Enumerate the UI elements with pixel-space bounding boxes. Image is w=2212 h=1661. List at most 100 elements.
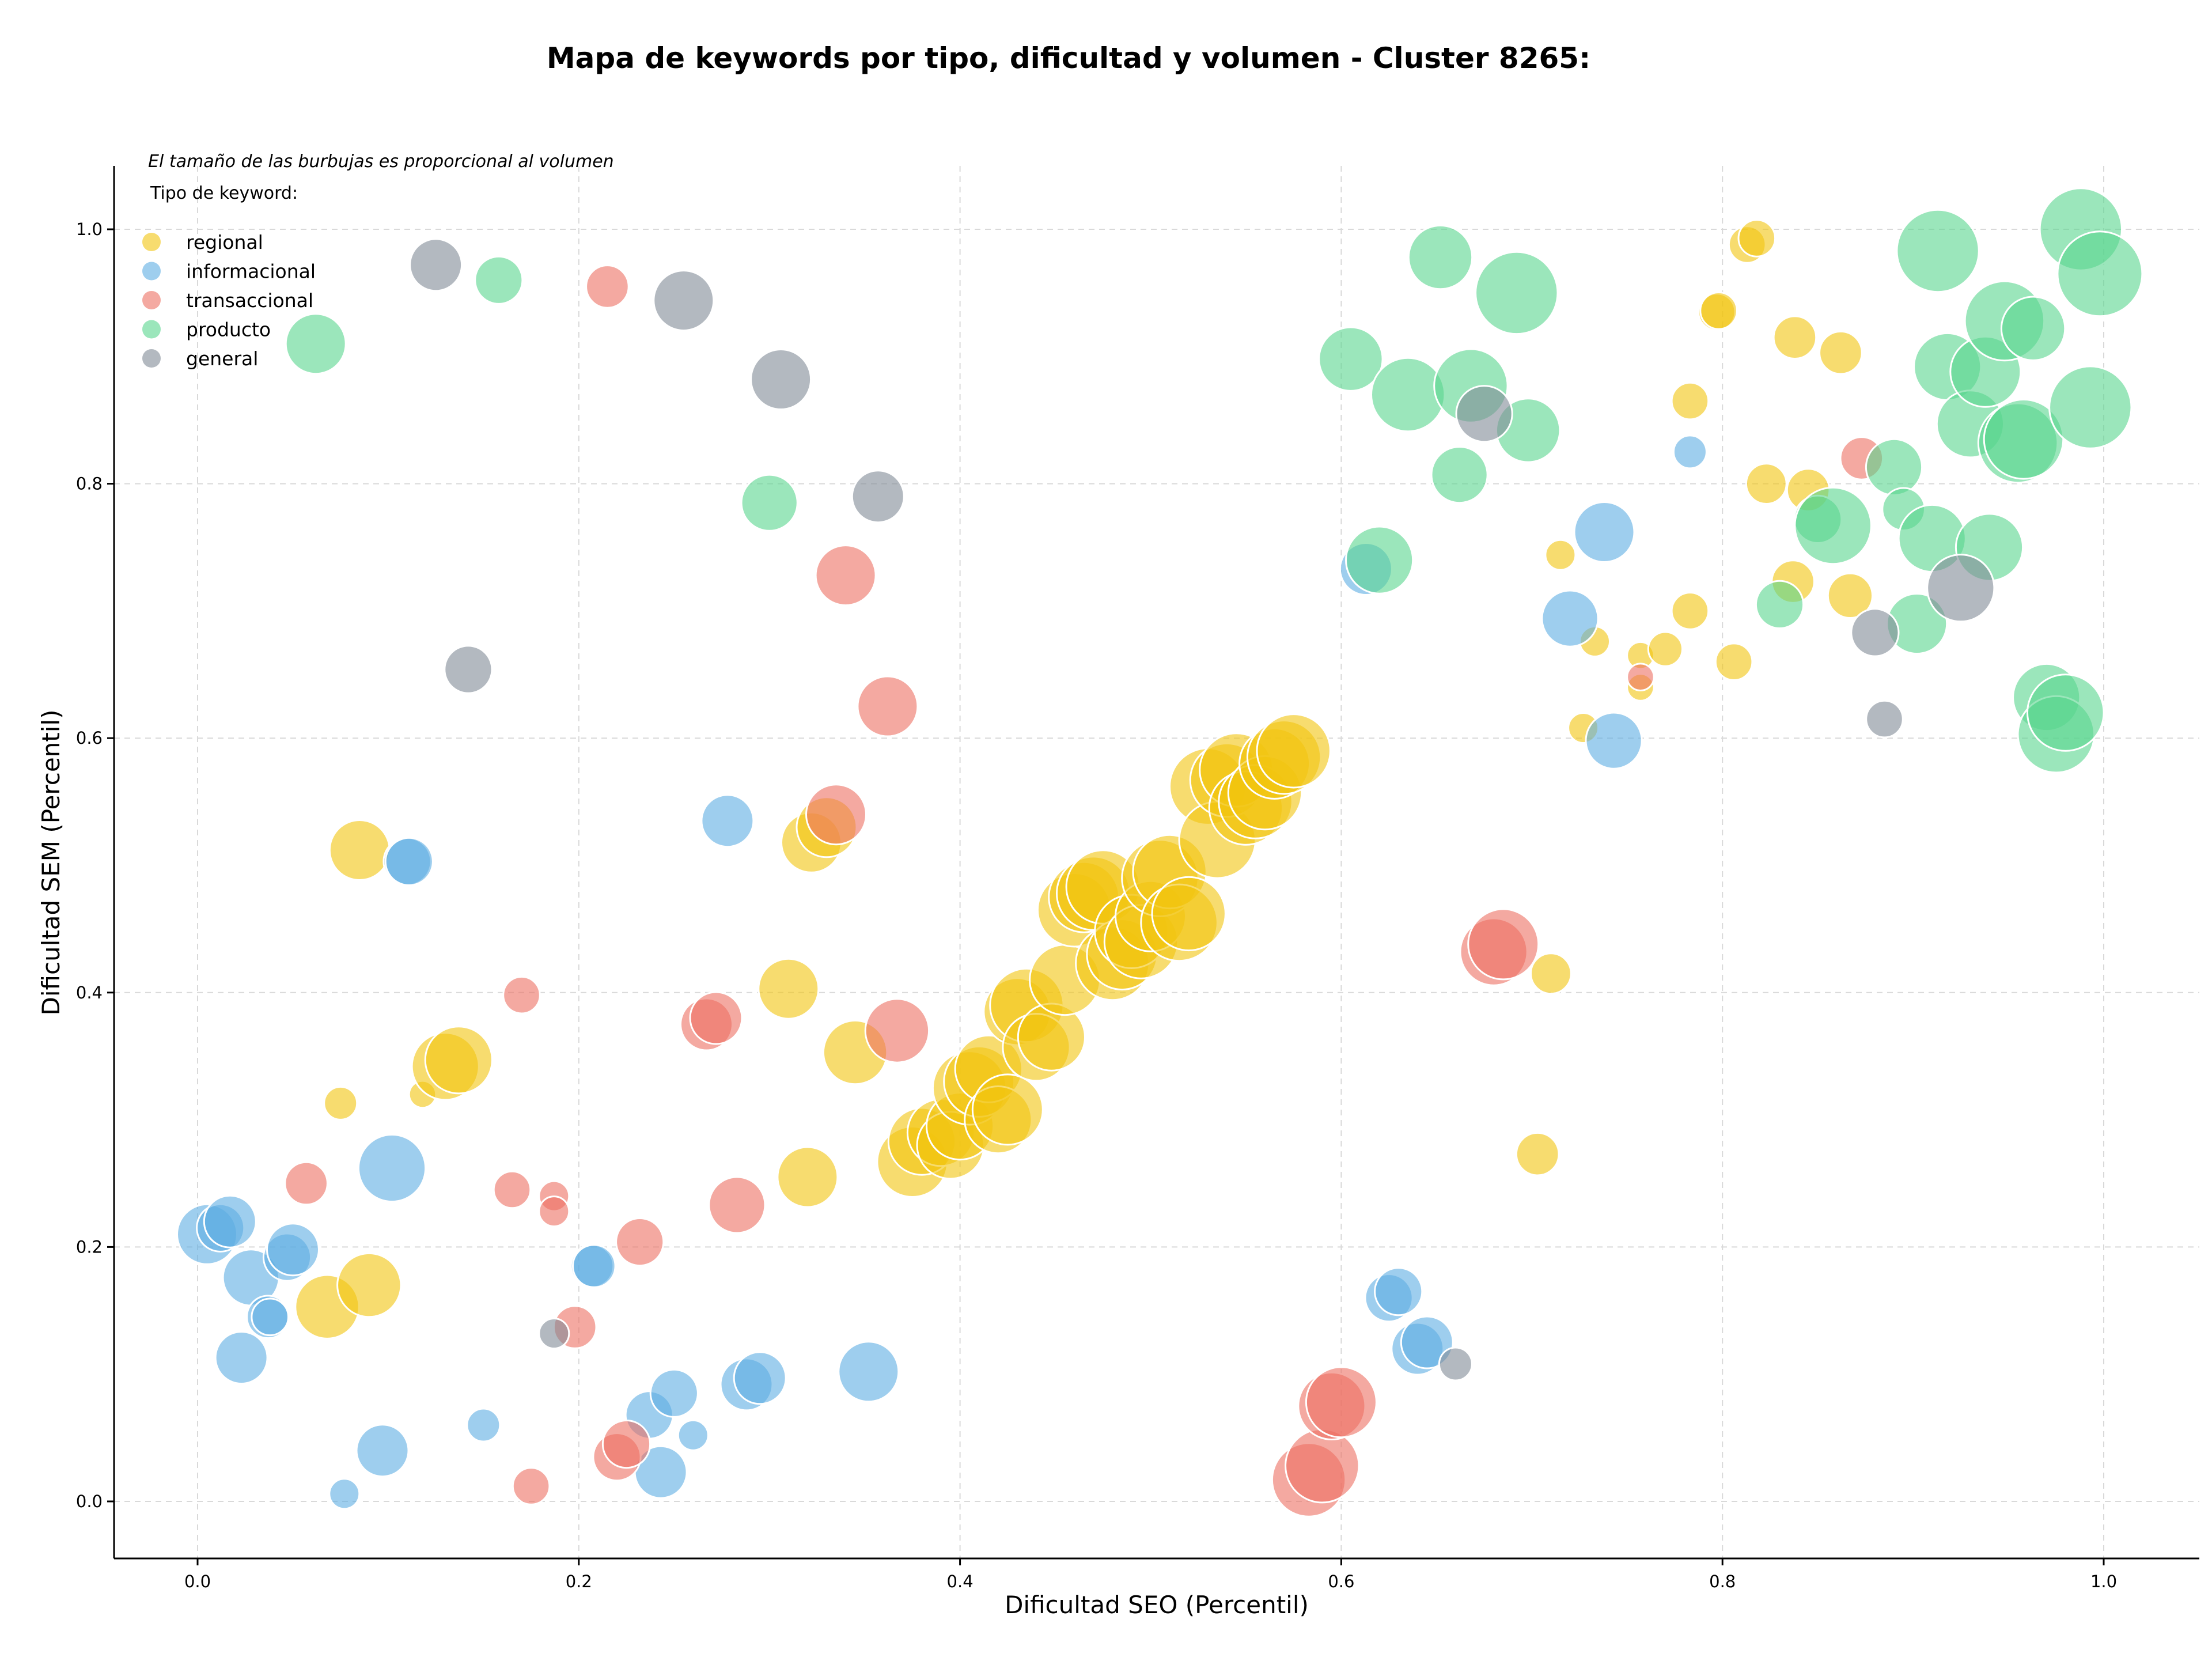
- bubble-regional: [1737, 219, 1777, 258]
- bubble-regional: [1819, 330, 1863, 375]
- bubble-producto: [2027, 674, 2105, 752]
- bubble-transaccional: [1285, 1428, 1360, 1504]
- bubble-regional: [971, 1073, 1044, 1146]
- bubble-transaccional: [493, 1170, 532, 1209]
- bubble-transaccional: [512, 1467, 551, 1505]
- bubble-regional: [1699, 292, 1738, 330]
- bubble-informacional: [1400, 1315, 1454, 1369]
- bubble-transaccional: [708, 1176, 766, 1234]
- bubble-general: [1438, 1346, 1473, 1382]
- y-tick-label: 0.8: [76, 474, 103, 494]
- bubble-producto: [1407, 224, 1474, 290]
- bubble-producto: [1345, 525, 1414, 595]
- bubble-transaccional: [284, 1161, 328, 1206]
- legend-marker-transaccional: [142, 291, 161, 309]
- bubble-informacional: [355, 1424, 410, 1478]
- bubble-producto: [285, 313, 347, 375]
- bubble-general: [653, 270, 715, 332]
- y-tick-label: 1.0: [76, 220, 103, 239]
- axes: [113, 166, 2199, 1560]
- x-tick-label: 0.2: [566, 1572, 592, 1591]
- legend-label-informacional: informacional: [186, 260, 316, 283]
- bubble-producto: [1370, 357, 1446, 433]
- bubble-producto: [1318, 326, 1384, 392]
- bubble-regional: [1544, 539, 1577, 571]
- bubble-regional: [1714, 642, 1753, 681]
- bubble-size-note: El tamaño de las burbujas es proporciona…: [148, 152, 614, 172]
- bubble-general: [750, 349, 812, 410]
- y-tick-label: 0.0: [76, 1492, 103, 1511]
- bubble-informacional: [357, 1133, 427, 1203]
- legend-label-producto: producto: [186, 319, 271, 341]
- bubble-informacional: [677, 1419, 709, 1451]
- bubble-informacional: [1374, 1267, 1423, 1316]
- bubble-producto: [740, 474, 798, 532]
- bubble-producto: [1475, 251, 1559, 335]
- x-tick-label: 0.6: [1328, 1572, 1354, 1591]
- bubble-regional: [323, 1085, 358, 1121]
- bubble-transaccional: [1626, 663, 1655, 691]
- gridlines: [114, 166, 2199, 1558]
- bubble-informacional: [1541, 589, 1599, 648]
- bubble-informacional: [266, 1223, 320, 1277]
- x-tick-label: 0.4: [947, 1572, 974, 1591]
- bubble-transaccional: [815, 544, 877, 607]
- bubble-transaccional: [864, 998, 930, 1064]
- bubble-informacional: [1573, 501, 1635, 563]
- bubble-general: [1865, 699, 1904, 739]
- chart-title: Mapa de keywords por tipo, dificultad y …: [547, 41, 1590, 75]
- bubble-general: [444, 645, 493, 694]
- bubble-producto: [1896, 209, 1980, 293]
- legend-marker-informacional: [142, 262, 161, 281]
- bubble-transaccional: [538, 1195, 570, 1228]
- bubble-regional: [757, 958, 820, 1020]
- y-tick-label: 0.6: [76, 728, 103, 748]
- bubble-informacional: [203, 1194, 257, 1248]
- bubble-regional: [1515, 1132, 1560, 1176]
- bubble-regional: [1151, 876, 1226, 952]
- bubble-general: [409, 238, 463, 292]
- x-tick-label: 0.8: [1709, 1572, 1736, 1591]
- bubble-informacional: [700, 794, 755, 848]
- bubble-transaccional: [502, 975, 541, 1015]
- bubble-informacional: [328, 1478, 361, 1510]
- legend-label-general: general: [186, 347, 258, 370]
- bubble-regional: [777, 1146, 839, 1208]
- bubble-general: [1926, 554, 1995, 623]
- bubble-informacional: [384, 837, 434, 887]
- bubble-regional: [1745, 463, 1787, 505]
- x-axis-label: Dificultad SEO (Percentil): [1005, 1591, 1309, 1619]
- bubble-regional: [1256, 713, 1331, 789]
- legend-label-regional: regional: [186, 231, 263, 253]
- bubble-transaccional: [689, 991, 743, 1045]
- x-tick-label: 1.0: [2090, 1572, 2117, 1591]
- bubble-transaccional: [601, 1420, 652, 1469]
- bubble-transaccional: [857, 675, 919, 737]
- x-ticks: 0.0 0.2 0.4 0.6 0.8 1.0: [184, 1558, 2117, 1591]
- bubble-general: [1850, 608, 1900, 657]
- bubble-transaccional: [585, 264, 630, 309]
- bubble-transaccional: [1467, 908, 1540, 981]
- bubble-regional: [1530, 952, 1572, 995]
- bubble-informacional: [733, 1351, 787, 1405]
- legend: regional informacional transaccional produc…: [142, 231, 316, 370]
- legend-marker-general: [142, 349, 161, 368]
- bubble-transaccional: [1305, 1366, 1377, 1439]
- bubble-regional: [424, 1026, 493, 1095]
- bubble-transaccional: [615, 1217, 665, 1267]
- bubble-informacional: [466, 1408, 501, 1443]
- legend-marker-producto: [142, 320, 161, 339]
- bubble-regional: [1827, 572, 1873, 619]
- bubble-producto: [1755, 580, 1805, 630]
- legend-marker-regional: [142, 233, 161, 251]
- bubble-transaccional: [805, 784, 867, 846]
- legend-title: Tipo de keyword:: [150, 183, 298, 203]
- bubble-informacional: [838, 1341, 900, 1403]
- y-tick-label: 0.2: [76, 1237, 103, 1257]
- bubble-producto: [2056, 230, 2143, 317]
- bubble-regional: [1647, 631, 1683, 667]
- x-tick-label: 0.0: [184, 1572, 211, 1591]
- y-axis-label: Dificultad SEM (Percentil): [37, 710, 65, 1016]
- bubble-informacional: [214, 1331, 268, 1384]
